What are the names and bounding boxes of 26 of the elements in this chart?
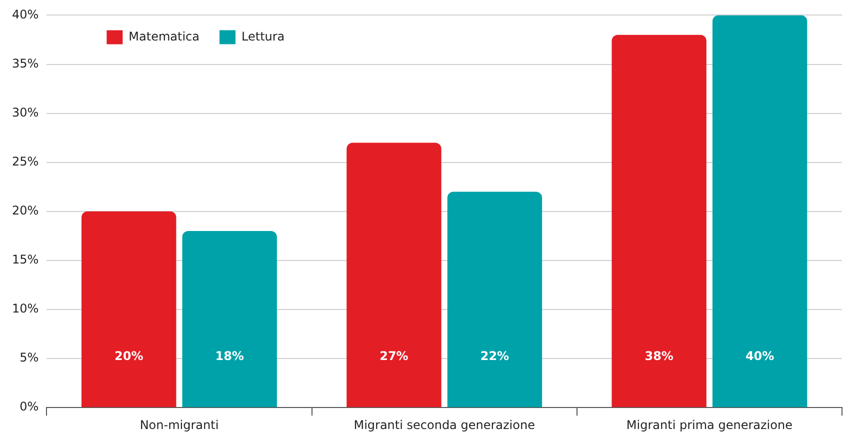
bar bbox=[712, 15, 808, 408]
y-tick-label: 20% bbox=[12, 204, 39, 218]
bar bbox=[82, 211, 176, 408]
y-tick-label: 0% bbox=[20, 400, 39, 414]
data-label: 38% bbox=[644, 349, 674, 364]
bar bbox=[182, 231, 277, 408]
bar bbox=[612, 34, 706, 408]
y-tick-label: 5% bbox=[20, 350, 39, 365]
data-label: 27% bbox=[380, 349, 408, 364]
y-tick-label: 30% bbox=[12, 105, 39, 120]
data-label: 20% bbox=[114, 349, 144, 364]
data-label: 18% bbox=[215, 349, 244, 364]
y-tick-label: 40% bbox=[12, 7, 39, 22]
y-tick-label: 10% bbox=[12, 302, 39, 316]
y-tick-label: 35% bbox=[12, 56, 39, 70]
data-label: 22% bbox=[480, 349, 510, 364]
bar bbox=[346, 142, 442, 408]
x-tick-label: Non-migranti bbox=[140, 418, 219, 432]
legend-label: Lettura bbox=[242, 29, 285, 44]
data-label: 40% bbox=[745, 349, 774, 364]
y-tick-label: 25% bbox=[12, 154, 39, 168]
x-tick-label: Migranti prima generazione bbox=[626, 418, 792, 432]
bar bbox=[447, 192, 542, 408]
y-tick-label: 15% bbox=[12, 252, 39, 267]
legend-label: Matematica bbox=[128, 29, 200, 44]
x-tick-label: Migranti seconda generazione bbox=[354, 418, 535, 432]
